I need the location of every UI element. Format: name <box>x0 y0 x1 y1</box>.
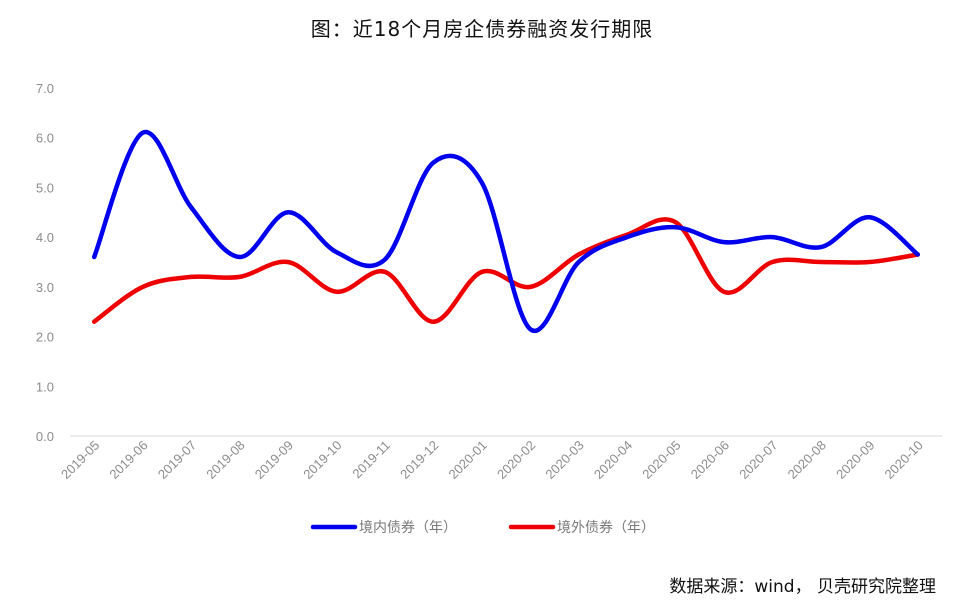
x-tick-label: 2020-10 <box>882 438 926 482</box>
x-tick-label: 2019-11 <box>349 438 393 482</box>
x-tick-label: 2020-08 <box>785 438 829 482</box>
x-tick-label: 2020-04 <box>591 438 635 482</box>
y-tick-label: 2.0 <box>36 330 54 345</box>
y-tick-label: 4.0 <box>36 230 54 245</box>
x-tick-label: 2020-02 <box>494 438 538 482</box>
y-tick-label: 0.0 <box>36 429 54 444</box>
series-line-1 <box>91 217 921 324</box>
source-note: 数据来源：wind， 贝壳研究院整理 <box>669 577 936 597</box>
chart-title: 图：近18个月房企债券融资发行期限 <box>311 17 653 41</box>
legend-label-0: 境内债券（年） <box>359 520 457 536</box>
x-tick-label: 2019-07 <box>155 438 199 482</box>
y-tick-label: 7.0 <box>36 81 54 96</box>
x-tick-label: 2020-09 <box>833 438 877 482</box>
x-tick-label: 2019-06 <box>106 438 150 482</box>
x-tick-label: 2020-07 <box>736 438 780 482</box>
x-tick-label: 2019-10 <box>300 438 344 482</box>
series-line-0 <box>91 129 921 334</box>
series-group <box>91 129 921 334</box>
y-tick-label: 6.0 <box>36 131 54 146</box>
y-tick-label: 5.0 <box>36 180 54 195</box>
x-tick-label: 2019-05 <box>58 438 102 482</box>
x-tick-label: 2020-05 <box>639 438 683 482</box>
x-tick-label: 2020-06 <box>688 438 732 482</box>
y-tick-label: 3.0 <box>36 280 54 295</box>
x-tick-label: 2019-09 <box>252 438 296 482</box>
x-tick-label: 2020-01 <box>446 438 490 482</box>
x-tick-label: 2020-03 <box>542 438 586 482</box>
y-tick-label: 1.0 <box>36 379 54 394</box>
x-axis: 2019-05 2019-06 2019-07 2019-08 2019-09 2019-… <box>58 438 926 482</box>
y-axis: 0.0 1.0 2.0 3.0 4.0 5.0 6.0 7.0 <box>36 81 54 444</box>
legend: 境内债券（年） 境外债券（年） <box>310 520 655 536</box>
legend-label-1: 境外债券（年） <box>557 520 655 536</box>
x-tick-label: 2019-08 <box>203 438 247 482</box>
x-tick-label: 2019-12 <box>397 438 441 482</box>
